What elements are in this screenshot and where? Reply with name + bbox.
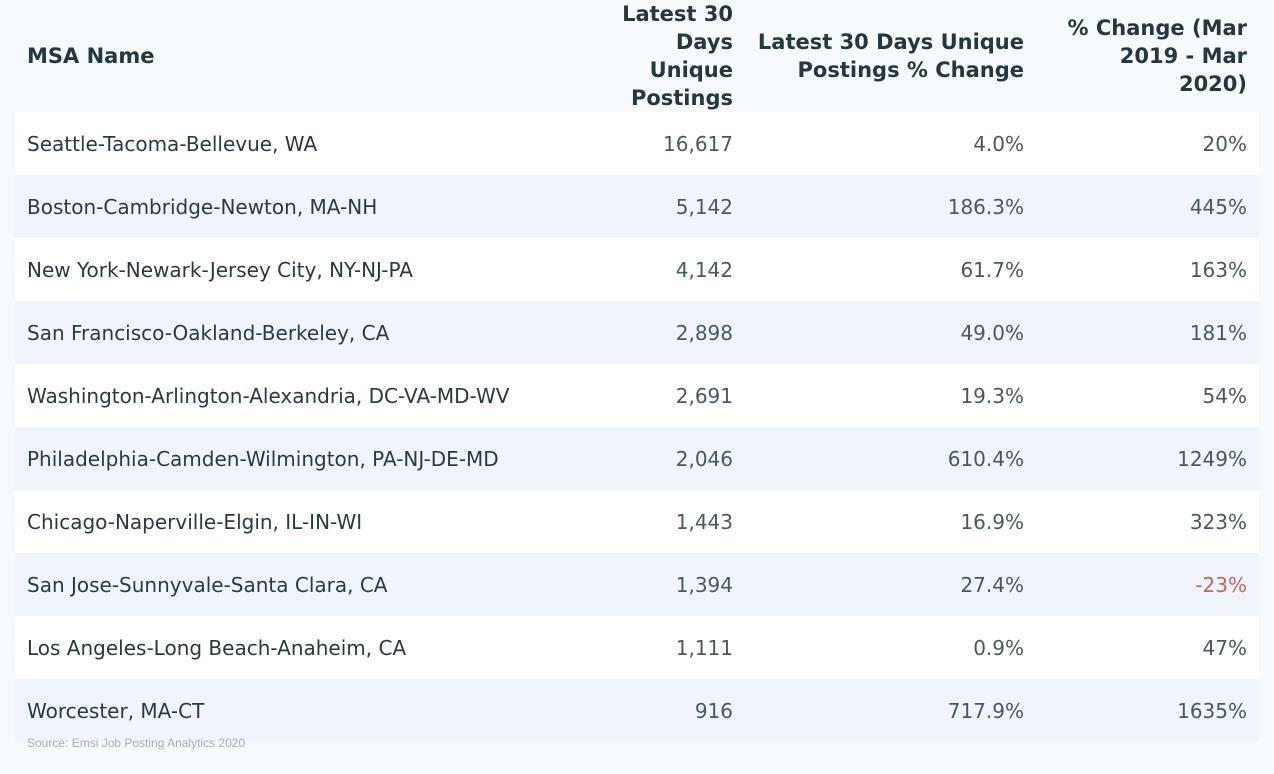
cell-yoy-pct-change: 20% xyxy=(1036,112,1259,175)
header-yoy-pct-change-line-1: % Change (Mar xyxy=(1067,16,1247,40)
cell-latest-postings: 5,142 xyxy=(558,175,745,238)
source-note: Source: Emsi Job Posting Analytics 2020 xyxy=(27,736,246,750)
cell-msa-name: San Francisco-Oakland-Berkeley, CA xyxy=(15,301,558,364)
cell-yoy-pct-change: 445% xyxy=(1036,175,1259,238)
cell-latest-postings-pct-change: 4.0% xyxy=(745,112,1036,175)
cell-msa-name: San Jose-Sunnyvale-Santa Clara, CA xyxy=(15,553,558,616)
cell-yoy-pct-change: 181% xyxy=(1036,301,1259,364)
table-header: MSA Name Latest 30 Days Unique Postings … xyxy=(15,0,1259,112)
table-body: Seattle-Tacoma-Bellevue, WA 16,617 4.0% 20%… xyxy=(15,112,1259,742)
cell-msa-name: Philadelphia-Camden-Wilmington, PA-NJ-DE… xyxy=(15,427,558,490)
cell-latest-postings-pct-change: 0.9% xyxy=(745,616,1036,679)
cell-yoy-pct-change: 54% xyxy=(1036,364,1259,427)
cell-latest-postings-pct-change: 61.7% xyxy=(745,238,1036,301)
cell-yoy-pct-change: 323% xyxy=(1036,490,1259,553)
cell-msa-name: Seattle-Tacoma-Bellevue, WA xyxy=(15,112,558,175)
header-msa-name-line-1: MSA Name xyxy=(27,44,155,68)
table-row: San Francisco-Oakland-Berkeley, CA 2,898 4… xyxy=(15,301,1259,364)
cell-msa-name: Washington-Arlington-Alexandria, DC-VA-M… xyxy=(15,364,558,427)
header-msa-name: MSA Name xyxy=(15,0,558,112)
header-latest-postings-pct-change-line-2: Postings % Change xyxy=(797,58,1024,82)
cell-msa-name: New York-Newark-Jersey City, NY-NJ-PA xyxy=(15,238,558,301)
header-yoy-pct-change: % Change (Mar 2019 - Mar 2020) xyxy=(1036,0,1259,112)
cell-latest-postings: 2,898 xyxy=(558,301,745,364)
cell-msa-name: Boston-Cambridge-Newton, MA-NH xyxy=(15,175,558,238)
msa-postings-table: MSA Name Latest 30 Days Unique Postings … xyxy=(15,0,1259,742)
header-latest-postings-pct-change-line-1: Latest 30 Days Unique xyxy=(757,30,1024,54)
header-latest-postings: Latest 30 Days Unique Postings xyxy=(558,0,745,112)
table-row: Los Angeles-Long Beach-Anaheim, CA 1,111 0… xyxy=(15,616,1259,679)
cell-latest-postings-pct-change: 49.0% xyxy=(745,301,1036,364)
cell-yoy-pct-change: 47% xyxy=(1036,616,1259,679)
cell-msa-name: Worcester, MA-CT xyxy=(15,679,558,742)
header-latest-postings-pct-change: Latest 30 Days Unique Postings % Change xyxy=(745,0,1036,112)
cell-latest-postings: 1,443 xyxy=(558,490,745,553)
cell-msa-name: Los Angeles-Long Beach-Anaheim, CA xyxy=(15,616,558,679)
cell-latest-postings: 4,142 xyxy=(558,238,745,301)
cell-yoy-pct-change: -23% xyxy=(1036,553,1259,616)
table-row: San Jose-Sunnyvale-Santa Clara, CA 1,394 2… xyxy=(15,553,1259,616)
cell-latest-postings: 1,111 xyxy=(558,616,745,679)
header-row: MSA Name Latest 30 Days Unique Postings … xyxy=(15,0,1259,112)
table-row: New York-Newark-Jersey City, NY-NJ-PA 4,1… xyxy=(15,238,1259,301)
cell-latest-postings-pct-change: 610.4% xyxy=(745,427,1036,490)
cell-msa-name: Chicago-Naperville-Elgin, IL-IN-WI xyxy=(15,490,558,553)
msa-postings-table-wrap: MSA Name Latest 30 Days Unique Postings … xyxy=(15,0,1259,742)
cell-latest-postings-pct-change: 16.9% xyxy=(745,490,1036,553)
header-yoy-pct-change-line-2: 2019 - Mar 2020) xyxy=(1119,44,1247,96)
table-row: Worcester, MA-CT 916 717.9% 1635% xyxy=(15,679,1259,742)
table-row: Boston-Cambridge-Newton, MA-NH 5,142 186.3… xyxy=(15,175,1259,238)
table-row: Washington-Arlington-Alexandria, DC-VA-M… xyxy=(15,364,1259,427)
cell-latest-postings: 916 xyxy=(558,679,745,742)
header-latest-postings-line-1: Latest 30 Days xyxy=(622,2,733,54)
cell-latest-postings: 2,691 xyxy=(558,364,745,427)
cell-yoy-pct-change: 1635% xyxy=(1036,679,1259,742)
cell-latest-postings-pct-change: 186.3% xyxy=(745,175,1036,238)
cell-latest-postings: 2,046 xyxy=(558,427,745,490)
cell-latest-postings-pct-change: 19.3% xyxy=(745,364,1036,427)
header-latest-postings-line-2: Unique Postings xyxy=(630,58,733,110)
table-row: Philadelphia-Camden-Wilmington, PA-NJ-DE… xyxy=(15,427,1259,490)
cell-latest-postings: 16,617 xyxy=(558,112,745,175)
cell-yoy-pct-change: 1249% xyxy=(1036,427,1259,490)
cell-yoy-pct-change: 163% xyxy=(1036,238,1259,301)
cell-latest-postings: 1,394 xyxy=(558,553,745,616)
table-row: Chicago-Naperville-Elgin, IL-IN-WI 1,443 1… xyxy=(15,490,1259,553)
cell-latest-postings-pct-change: 717.9% xyxy=(745,679,1036,742)
cell-latest-postings-pct-change: 27.4% xyxy=(745,553,1036,616)
table-row: Seattle-Tacoma-Bellevue, WA 16,617 4.0% 20% xyxy=(15,112,1259,175)
